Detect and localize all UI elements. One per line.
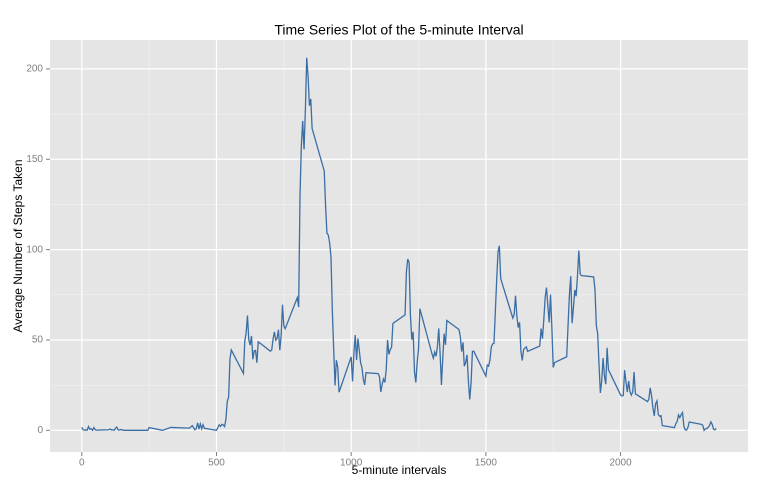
panel bbox=[50, 40, 748, 452]
data-line bbox=[81, 57, 717, 432]
x-tick-label: 500 bbox=[208, 458, 225, 469]
y-tick-label: 150 bbox=[26, 154, 43, 165]
y-axis-label: Average Number of Steps Taken bbox=[11, 160, 25, 333]
y-tick-label: 0 bbox=[37, 425, 43, 436]
x-tick-label: 0 bbox=[79, 458, 85, 469]
x-tick-label: 1000 bbox=[340, 458, 363, 469]
x-axis-label: 5-minute intervals bbox=[352, 463, 447, 477]
chart-title: Time Series Plot of the 5-minute Interva… bbox=[274, 22, 523, 38]
y-tick-label: 50 bbox=[32, 335, 44, 346]
x-tick-label: 1500 bbox=[475, 458, 498, 469]
y-tick-label: 100 bbox=[26, 244, 43, 255]
y-tick-label: 200 bbox=[26, 64, 43, 75]
x-tick-label: 2000 bbox=[609, 458, 632, 469]
